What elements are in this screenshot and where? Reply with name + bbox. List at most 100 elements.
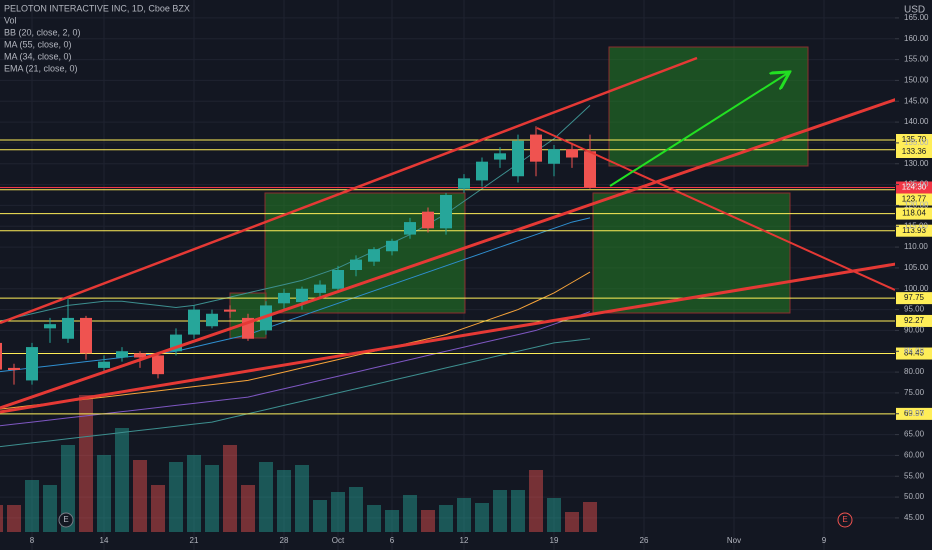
y-tick-label: 100.00 [904, 284, 929, 293]
volume-bar [241, 485, 255, 532]
volume-bar [403, 495, 417, 532]
projection-arrow [609, 73, 788, 187]
level-label: 118.04 [902, 209, 926, 218]
event-label: E [842, 515, 847, 524]
y-tick-label: 145.00 [904, 96, 929, 105]
volume-bar [259, 462, 273, 532]
x-tick-label: Oct [332, 536, 345, 545]
volume-bar [43, 485, 57, 532]
level-label: 123.77 [902, 195, 927, 204]
y-tick-label: 130.00 [904, 159, 929, 168]
candle-body [458, 178, 470, 189]
candle-body [188, 309, 200, 335]
volume-bar [313, 500, 327, 532]
volume-pane [0, 395, 597, 532]
y-tick-label: 90.00 [904, 326, 925, 335]
volume-bar [133, 460, 147, 532]
candle-body [80, 317, 92, 354]
candle-body [224, 309, 236, 312]
indicator-line [0, 271, 591, 410]
volume-bar [187, 455, 201, 532]
candle-body [512, 140, 524, 177]
legend-entry: BB (20, close, 2, 0) [4, 27, 81, 37]
volume-bar [529, 470, 543, 532]
volume-bar [583, 502, 597, 532]
y-tick-label: 150.00 [904, 76, 929, 85]
x-tick-label: 21 [190, 536, 199, 545]
level-badge [896, 407, 932, 420]
candle-body [440, 195, 452, 229]
level-badge [896, 193, 932, 206]
volume-bar [277, 470, 291, 532]
y-tick-label: 85.00 [904, 346, 925, 355]
candle-body [350, 259, 362, 270]
level-label: 113.93 [902, 226, 926, 235]
y-tick-label: 155.00 [904, 55, 929, 64]
x-tick-label: 19 [550, 536, 559, 545]
y-tick-label: 165.00 [904, 13, 929, 22]
level-badge [896, 181, 932, 194]
x-tick-label: 14 [100, 536, 109, 545]
y-tick-label: 55.00 [904, 471, 925, 480]
y-tick-label: 75.00 [904, 388, 925, 397]
level-badge [896, 146, 932, 158]
level-label: 69.97 [904, 409, 925, 418]
y-tick-label: 95.00 [904, 305, 925, 314]
volume-bar [169, 462, 183, 532]
volume-bar [115, 428, 129, 532]
x-tick-label: Nov [727, 536, 741, 545]
volume-bar [457, 498, 471, 532]
indicator-line [0, 311, 591, 427]
indicator-line [0, 217, 591, 373]
trend-line [0, 56, 698, 325]
event-marker[interactable]: E [837, 512, 853, 528]
y-tick-label: 65.00 [904, 430, 925, 439]
event-label: E [63, 515, 68, 524]
candle-body [404, 222, 416, 235]
candle-body [44, 324, 56, 329]
currency-label: USD [904, 5, 925, 16]
legend-entry: MA (55, close, 0) [4, 39, 72, 49]
trend-line [536, 127, 895, 291]
event-circle [58, 512, 74, 528]
symbol-title: PELOTON INTERACTIVE INC, 1D, Cboe BZX [4, 3, 190, 13]
candle-body [26, 347, 38, 381]
level-label: 92.27 [904, 316, 925, 325]
y-tick-label: 140.00 [904, 117, 929, 126]
y-tick-label: 60.00 [904, 451, 925, 460]
candle-body [296, 288, 308, 303]
y-tick-label: 70.00 [904, 409, 925, 418]
level-badge [896, 224, 932, 237]
volume-bar [349, 487, 363, 532]
indicator-line [0, 338, 591, 448]
candle-body [134, 353, 146, 358]
candle-body [584, 151, 596, 188]
candle-body [386, 240, 398, 252]
x-tick-label: 28 [280, 536, 289, 545]
volume-bar [25, 480, 39, 532]
candle-body [8, 367, 20, 370]
level-badge [896, 292, 932, 305]
zone-box [592, 192, 791, 314]
indicator-line [0, 105, 591, 322]
level-badge [896, 314, 932, 327]
candle-body [530, 134, 542, 162]
volume-bar [151, 485, 165, 532]
legend-entry: EMA (21, close, 0) [4, 63, 78, 73]
volume-bar [511, 490, 525, 532]
volume-bar [385, 510, 399, 532]
candle-body [566, 149, 578, 158]
trend-line [0, 98, 895, 410]
x-tick-label: 26 [640, 536, 649, 545]
y-tick-label: 45.00 [904, 513, 925, 522]
volume-bar [7, 505, 21, 532]
volume-bar [205, 465, 219, 532]
candle-body [422, 211, 434, 229]
candle-body [98, 361, 110, 368]
candle-body [278, 292, 290, 304]
candle-body [548, 149, 560, 164]
volume-bar [421, 510, 435, 532]
level-badge [896, 347, 932, 360]
event-marker[interactable]: E [58, 512, 74, 528]
